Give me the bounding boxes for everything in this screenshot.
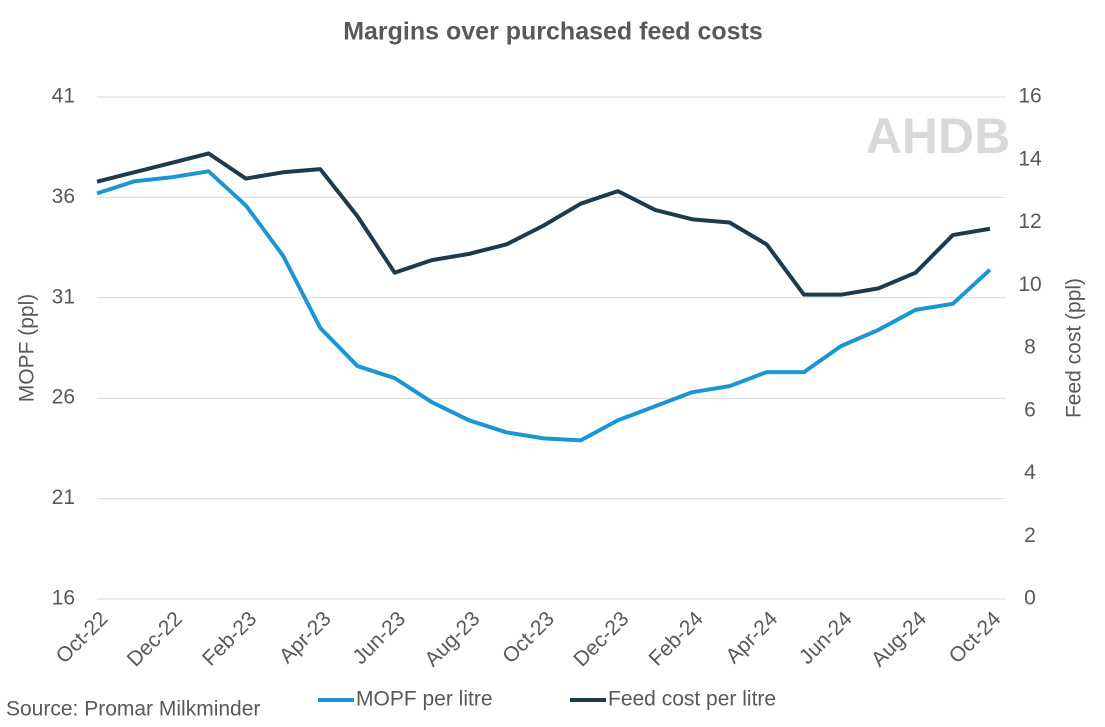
y-tick-label: 21 <box>52 486 75 509</box>
x-tick-label: Feb-24 <box>644 607 708 671</box>
series-line <box>96 169 992 443</box>
y-tick-label: 41 <box>52 85 75 108</box>
x-tick-label: Aug-24 <box>867 607 931 671</box>
y2-tick-label: 2 <box>1024 524 1036 547</box>
y-tick-label: 36 <box>52 185 75 208</box>
series-line <box>96 151 991 297</box>
x-tick-label: Jun-23 <box>348 607 410 669</box>
source: Source: Promar Milkminder <box>6 698 260 721</box>
legend-label: Feed cost per litre <box>608 688 776 711</box>
x-tick-label: Aug-23 <box>420 607 484 671</box>
y-tick-label: 31 <box>52 285 75 308</box>
y-tick-label: 16 <box>52 587 75 610</box>
chart-title: Margins over purchased feed costs <box>343 18 763 46</box>
x-tick-label: Oct-22 <box>52 607 113 668</box>
legend-label: MOPF per litre <box>356 688 493 711</box>
y2-tick-label: 14 <box>1018 147 1042 170</box>
y2-tick-label: 8 <box>1024 336 1036 359</box>
y-tick-label: 26 <box>52 386 75 409</box>
x-tick-label: Apr-24 <box>721 607 782 668</box>
y-axis-label: MOPF (ppl) <box>16 294 39 403</box>
y2-tick-label: 16 <box>1018 85 1041 108</box>
y2-tick-label: 6 <box>1024 398 1036 421</box>
x-tick-label: Oct-24 <box>945 607 1006 668</box>
x-tick-label: Dec-22 <box>123 607 187 671</box>
y2-axis-label: Feed cost (ppl) <box>1063 278 1086 418</box>
x-tick-label: Jun-24 <box>795 607 857 669</box>
y2-tick-label: 10 <box>1018 273 1041 296</box>
x-tick-label: Apr-23 <box>275 607 336 668</box>
watermark: AHDB <box>866 108 1010 164</box>
x-tick-label: Dec-23 <box>569 607 633 671</box>
y2-tick-label: 12 <box>1018 210 1041 233</box>
y2-tick-label: 4 <box>1024 461 1036 484</box>
x-tick-label: Feb-23 <box>198 607 261 670</box>
x-tick-label: Oct-23 <box>498 607 559 668</box>
y2-tick-label: 0 <box>1024 587 1036 610</box>
